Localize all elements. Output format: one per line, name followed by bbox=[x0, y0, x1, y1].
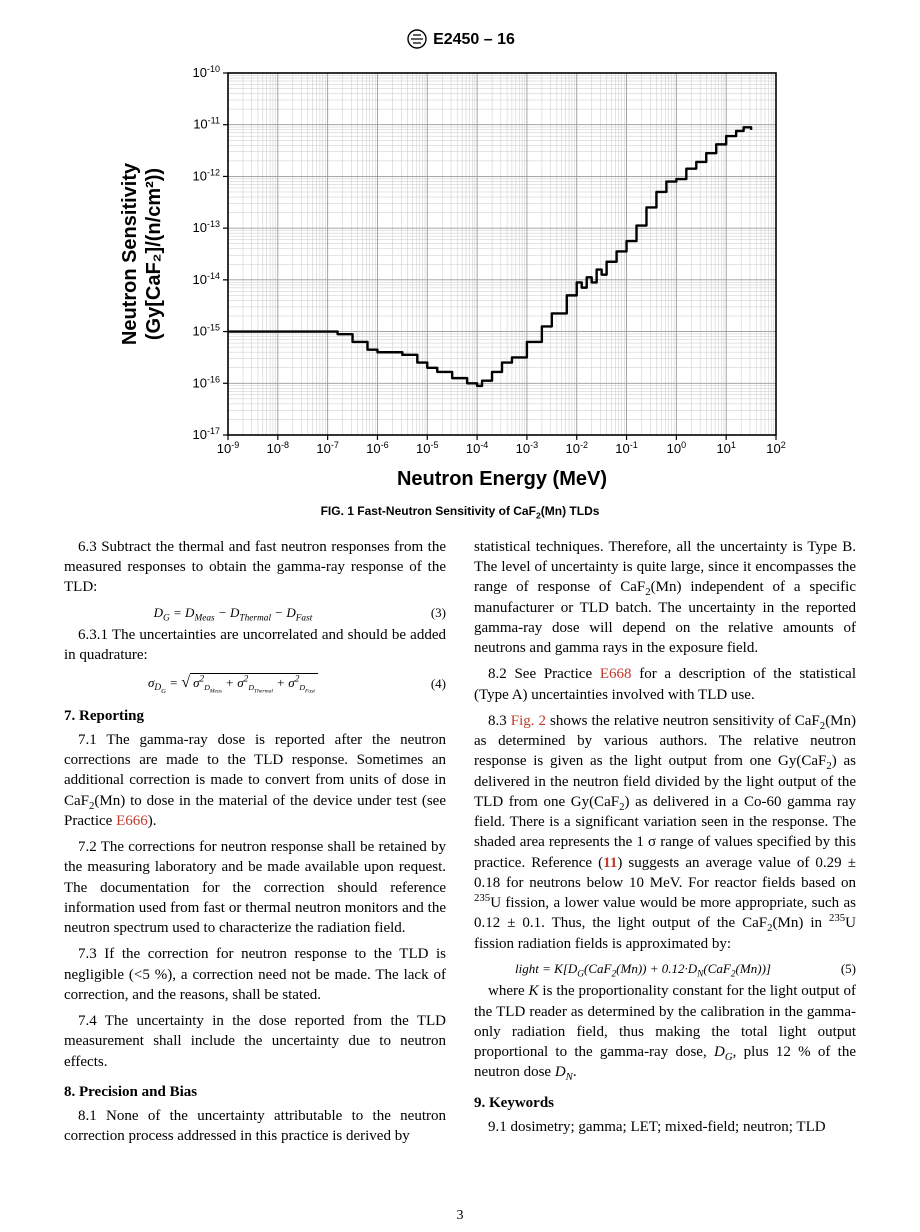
svg-text:10-1: 10-1 bbox=[615, 440, 637, 456]
svg-text:10-7: 10-7 bbox=[316, 440, 338, 456]
svg-text:(Gy[CaF₂]/(n/cm²)): (Gy[CaF₂]/(n/cm²)) bbox=[143, 167, 165, 339]
svg-text:10-6: 10-6 bbox=[366, 440, 388, 456]
para-7-3: 7.3 If the correction for neutron respon… bbox=[64, 944, 446, 1005]
svg-text:10-17: 10-17 bbox=[193, 426, 220, 442]
page-header: E2450 – 16 bbox=[64, 28, 856, 51]
equation-4: σDG = √ σ2DMeas + σ2DThermal + σ2DFast (… bbox=[64, 672, 446, 696]
para-where: where K is the proportionality constant … bbox=[474, 981, 856, 1082]
svg-text:10-2: 10-2 bbox=[565, 440, 587, 456]
link-e668[interactable]: E668 bbox=[600, 666, 632, 682]
svg-text:10-13: 10-13 bbox=[193, 219, 220, 235]
heading-7: 7. Reporting bbox=[64, 706, 446, 726]
para-7-4: 7.4 The uncertainty in the dose reported… bbox=[64, 1011, 446, 1072]
para-7-2: 7.2 The corrections for neutron response… bbox=[64, 837, 446, 938]
svg-text:Neutron Energy (MeV): Neutron Energy (MeV) bbox=[397, 468, 607, 490]
neutron-sensitivity-chart: 10-9 10-8 10-7 10-6 10-5 10-4 10-3 10-2 10-1 100 1… bbox=[120, 59, 800, 499]
svg-text:10-4: 10-4 bbox=[466, 440, 488, 456]
figure-caption: FIG. 1 Fast-Neutron Sensitivity of CaF2(… bbox=[64, 503, 856, 519]
svg-text:101: 101 bbox=[716, 440, 735, 456]
svg-text:10-5: 10-5 bbox=[416, 440, 438, 456]
para-9-1: 9.1 dosimetry; gamma; LET; mixed-field; … bbox=[474, 1117, 856, 1137]
standard-number: E2450 – 16 bbox=[433, 31, 515, 48]
heading-8: 8. Precision and Bias bbox=[64, 1082, 446, 1102]
para-8-2: 8.2 See Practice E668 for a description … bbox=[474, 664, 856, 705]
para-8-1-cont: statistical techniques. Therefore, all t… bbox=[474, 537, 856, 659]
link-fig-2[interactable]: Fig. 2 bbox=[511, 713, 546, 729]
equation-3: DG = DMeas − DThermal − DFast (3) bbox=[64, 604, 446, 622]
heading-9: 9. Keywords bbox=[474, 1093, 856, 1113]
svg-text:10-14: 10-14 bbox=[193, 270, 220, 286]
astm-logo-icon bbox=[405, 28, 429, 50]
equation-5: light = K[DG(CaF2(Mn)) + 0.12·DN(CaF2(Mn… bbox=[474, 960, 856, 978]
svg-text:10-12: 10-12 bbox=[193, 167, 220, 183]
svg-text:100: 100 bbox=[667, 440, 686, 456]
svg-text:10-8: 10-8 bbox=[267, 440, 289, 456]
svg-text:10-10: 10-10 bbox=[193, 64, 220, 80]
para-8-3: 8.3 Fig. 2 shows the relative neutron se… bbox=[474, 711, 856, 954]
para-6-3-1: 6.3.1 The uncertainties are uncorrelated… bbox=[64, 625, 446, 666]
para-8-1: 8.1 None of the uncertainty attributable… bbox=[64, 1106, 446, 1147]
svg-text:10-11: 10-11 bbox=[193, 115, 220, 131]
ref-11[interactable]: 11 bbox=[603, 855, 617, 871]
page-number: 3 bbox=[0, 1207, 920, 1226]
svg-text:102: 102 bbox=[766, 440, 785, 456]
para-6-3: 6.3 Subtract the thermal and fast neutro… bbox=[64, 537, 446, 598]
link-e666[interactable]: E666 bbox=[116, 813, 148, 829]
svg-text:Neutron Sensitivity: Neutron Sensitivity bbox=[120, 162, 141, 345]
left-column: 6.3 Subtract the thermal and fast neutro… bbox=[64, 533, 446, 1153]
svg-text:10-16: 10-16 bbox=[193, 374, 220, 390]
para-7-1: 7.1 The gamma-ray dose is reported after… bbox=[64, 730, 446, 831]
svg-text:10-9: 10-9 bbox=[217, 440, 239, 456]
right-column: statistical techniques. Therefore, all t… bbox=[474, 533, 856, 1153]
svg-text:10-15: 10-15 bbox=[193, 322, 220, 338]
svg-text:10-3: 10-3 bbox=[516, 440, 538, 456]
